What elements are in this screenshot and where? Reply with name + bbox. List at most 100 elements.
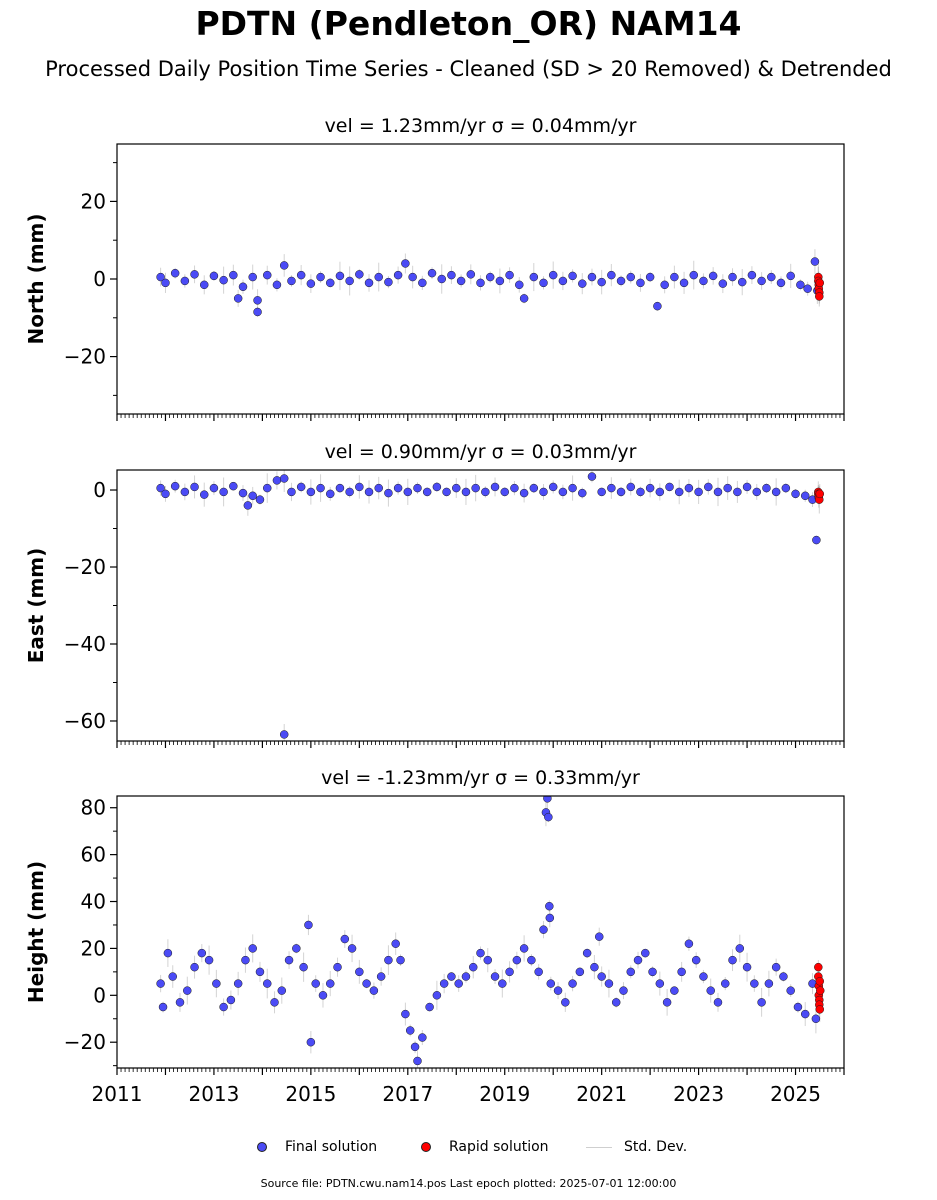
legend-item-std: Std. Dev. [586, 1136, 687, 1158]
final-solution-point [539, 487, 548, 497]
final-solution-point [645, 483, 655, 493]
final-solution-point [636, 278, 645, 288]
final-solution-point [233, 294, 243, 303]
y-tick-label: 40 [81, 890, 106, 914]
final-solution-point [364, 487, 374, 497]
rapid-solution-point [814, 962, 823, 972]
final-solution-point [561, 998, 570, 1007]
final-solution-point [374, 272, 383, 282]
final-solution-point [689, 270, 699, 280]
final-solution-point [485, 272, 495, 282]
final-solution-point [607, 270, 616, 280]
final-solution-point [248, 491, 257, 501]
final-solution-point [432, 482, 442, 492]
rapid-solution-point [815, 292, 824, 301]
final-solution-point [811, 1014, 821, 1024]
final-solution-point [510, 483, 519, 493]
final-solution-point [670, 986, 679, 995]
final-solution-point [529, 272, 539, 282]
final-solution-point [653, 301, 662, 311]
final-solution-point [190, 270, 199, 279]
final-solution-point [279, 261, 289, 270]
final-solution-point [306, 487, 316, 497]
final-solution-point [209, 271, 219, 281]
final-solution-point [253, 307, 262, 317]
final-solution-point [718, 279, 728, 288]
final-solution-point [355, 967, 364, 977]
final-solution-point [180, 276, 190, 286]
final-solution-point [597, 277, 606, 287]
final-solution-point [306, 279, 316, 288]
final-solution-point [505, 967, 514, 977]
final-solution-point [175, 998, 185, 1007]
final-solution-point [641, 948, 650, 958]
y-tick-label: −40 [64, 632, 106, 656]
final-solution-point [762, 483, 771, 493]
final-solution-point [326, 278, 335, 288]
final-solution-point [326, 979, 335, 988]
final-solution-point [364, 278, 374, 288]
final-solution-point [243, 501, 253, 510]
final-solution-point [335, 483, 345, 493]
final-solution-point [529, 483, 539, 493]
final-solution-point [405, 1026, 415, 1035]
final-solution-point [771, 487, 781, 497]
final-solution-point [413, 1056, 422, 1066]
final-solution-point [645, 272, 655, 282]
final-solution-point [699, 276, 708, 286]
final-solution-point [519, 294, 529, 303]
final-solution-point [454, 979, 463, 988]
final-solution-point [800, 1009, 810, 1019]
final-solution-point [481, 487, 490, 497]
final-solution-point [660, 280, 669, 290]
final-solution-point [512, 955, 522, 965]
panel-title: vel = -1.23mm/yr σ = 0.33mm/yr [321, 767, 640, 789]
final-solution-point [306, 1037, 316, 1047]
final-solution-point [209, 483, 219, 493]
legend-item-final: Final solution [257, 1136, 377, 1158]
final-solution-point [597, 487, 606, 497]
final-solution-point [636, 487, 645, 497]
footer-source-note: Source file: PDTN.cwu.nam14.pos Last epo… [260, 1177, 677, 1190]
final-solution-point [776, 278, 786, 288]
final-solution-point [418, 1033, 427, 1042]
final-solution-point [163, 948, 173, 958]
final-solution-point [161, 278, 170, 288]
final-solution-point [180, 487, 190, 497]
final-solution-point [238, 282, 248, 292]
final-solution-point [752, 487, 762, 497]
final-solution-point [204, 955, 214, 965]
final-solution-point [158, 1002, 168, 1012]
final-solution-point [168, 972, 177, 981]
final-solution-point [568, 483, 577, 493]
final-solution-point [340, 934, 350, 944]
final-solution-point [611, 998, 621, 1007]
final-solution-point [156, 483, 165, 493]
y-tick-label: −20 [64, 345, 106, 369]
final-solution-point [713, 487, 723, 497]
final-solution-point [568, 271, 577, 281]
panel-title: vel = 0.90mm/yr σ = 0.03mm/yr [325, 441, 637, 463]
final-solution-point [432, 991, 442, 1000]
final-solution-point [316, 483, 325, 493]
final-solution-point [742, 962, 752, 972]
final-solution-point [270, 998, 279, 1007]
final-solution-point [553, 986, 563, 995]
final-solution-point [594, 932, 604, 941]
final-solution-point [619, 986, 628, 995]
final-solution-point [543, 796, 552, 803]
final-solution-point [369, 986, 379, 995]
final-solution-point [447, 972, 456, 981]
y-axis-label: Height (mm) [24, 861, 48, 1003]
rapid-solution-point [815, 1005, 825, 1014]
final-solution-point [384, 488, 393, 498]
final-solution-point [786, 271, 795, 281]
final-solution-point [403, 487, 413, 497]
final-solution-point [318, 991, 328, 1000]
final-solution-point [384, 955, 393, 965]
y-tick-label: −20 [64, 555, 106, 579]
final-solution-point [737, 277, 747, 287]
plot-frame [116, 795, 845, 1069]
final-solution-point [694, 487, 703, 497]
final-solution-point [262, 483, 272, 493]
